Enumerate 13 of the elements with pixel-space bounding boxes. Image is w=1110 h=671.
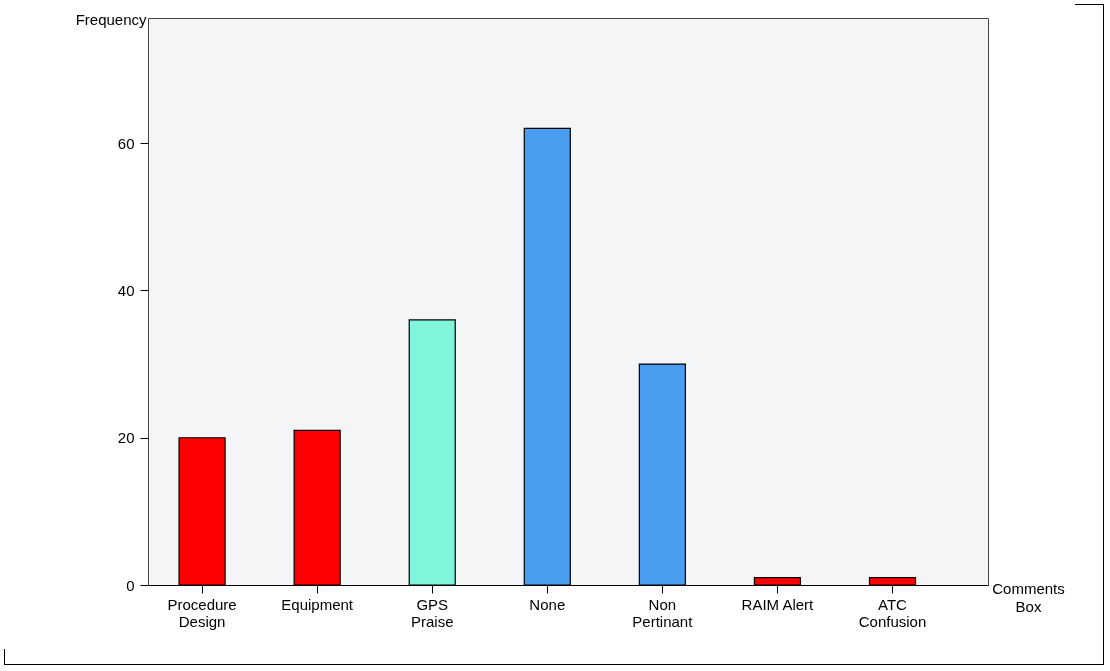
y-axis-title: Frequency	[75, 10, 147, 28]
x-tick-label: None	[529, 595, 566, 613]
x-tick-label: Equipment	[281, 595, 354, 613]
y-tick-label: 0	[126, 576, 135, 594]
y-tick-label: 20	[117, 429, 135, 447]
y-tick-label: 40	[117, 281, 135, 299]
x-tick-label: Procedure Design	[167, 595, 237, 630]
x-tick-label: ATC Confusion	[858, 595, 927, 630]
x-tick-label: GPS Praise	[410, 595, 454, 630]
x-tick-label: Non Pertinant	[632, 595, 694, 630]
x-axis-title: Comments Box	[992, 579, 1065, 615]
y-tick-label: 60	[117, 134, 135, 152]
x-tick-label: RAIM Alert	[741, 595, 815, 613]
